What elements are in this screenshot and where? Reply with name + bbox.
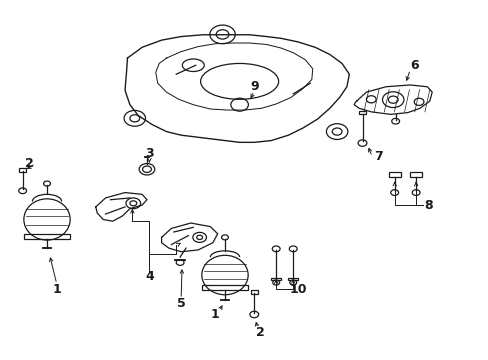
Text: 7: 7 — [373, 150, 382, 163]
Text: 5: 5 — [176, 297, 185, 310]
Bar — [250, 290, 257, 294]
Text: 4: 4 — [145, 270, 154, 283]
Text: 1: 1 — [52, 283, 61, 296]
Bar — [358, 111, 365, 114]
Bar — [288, 278, 298, 280]
Text: 6: 6 — [409, 59, 418, 72]
Text: 10: 10 — [289, 283, 306, 296]
Bar — [409, 172, 421, 177]
Bar — [19, 168, 26, 172]
Text: 2: 2 — [24, 157, 33, 170]
Text: 8: 8 — [424, 199, 432, 212]
Bar — [388, 172, 400, 177]
Text: 3: 3 — [145, 147, 153, 159]
Text: 2: 2 — [255, 326, 264, 339]
Bar — [271, 278, 281, 280]
Bar — [201, 285, 248, 290]
Text: 1: 1 — [210, 308, 219, 321]
Text: 9: 9 — [249, 80, 258, 93]
Bar — [23, 234, 70, 239]
